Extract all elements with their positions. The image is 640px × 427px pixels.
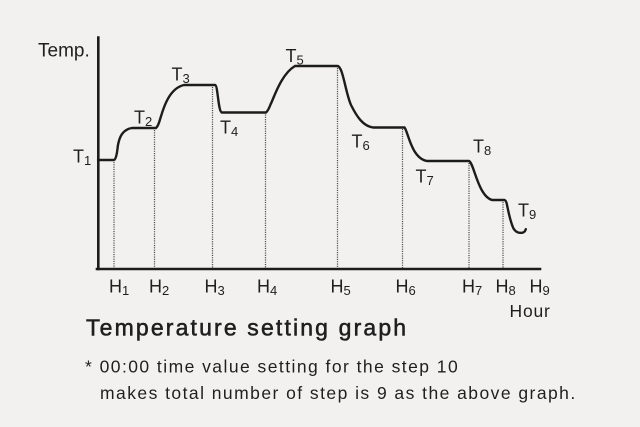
svg-text:T8: T8	[473, 137, 491, 159]
svg-text:T7: T7	[416, 167, 434, 189]
svg-text:H5: H5	[331, 277, 351, 299]
svg-text:T4: T4	[220, 118, 238, 140]
svg-text:T5: T5	[286, 46, 304, 68]
svg-text:* 00:00 time value setting for: * 00:00 time value setting for the step …	[85, 357, 459, 377]
svg-text:T6: T6	[352, 132, 370, 154]
svg-text:Temperature setting graph: Temperature setting graph	[86, 315, 408, 341]
svg-text:T1: T1	[73, 147, 91, 169]
svg-text:H3: H3	[205, 277, 225, 299]
svg-text:Temp.: Temp.	[38, 41, 90, 62]
svg-text:Hour: Hour	[510, 301, 551, 321]
svg-text:H9: H9	[530, 277, 550, 299]
svg-text:T2: T2	[134, 108, 152, 130]
svg-text:H4: H4	[257, 277, 277, 299]
svg-text:H7: H7	[462, 277, 482, 299]
svg-text:H1: H1	[109, 277, 129, 299]
svg-text:H6: H6	[396, 277, 416, 299]
svg-text:T3: T3	[172, 65, 190, 87]
svg-text:H2: H2	[149, 277, 169, 299]
svg-text:H8: H8	[496, 277, 516, 299]
svg-text:T9: T9	[518, 201, 536, 223]
svg-text:makes total number of step is: makes total number of step is 9 as the a…	[100, 383, 577, 403]
